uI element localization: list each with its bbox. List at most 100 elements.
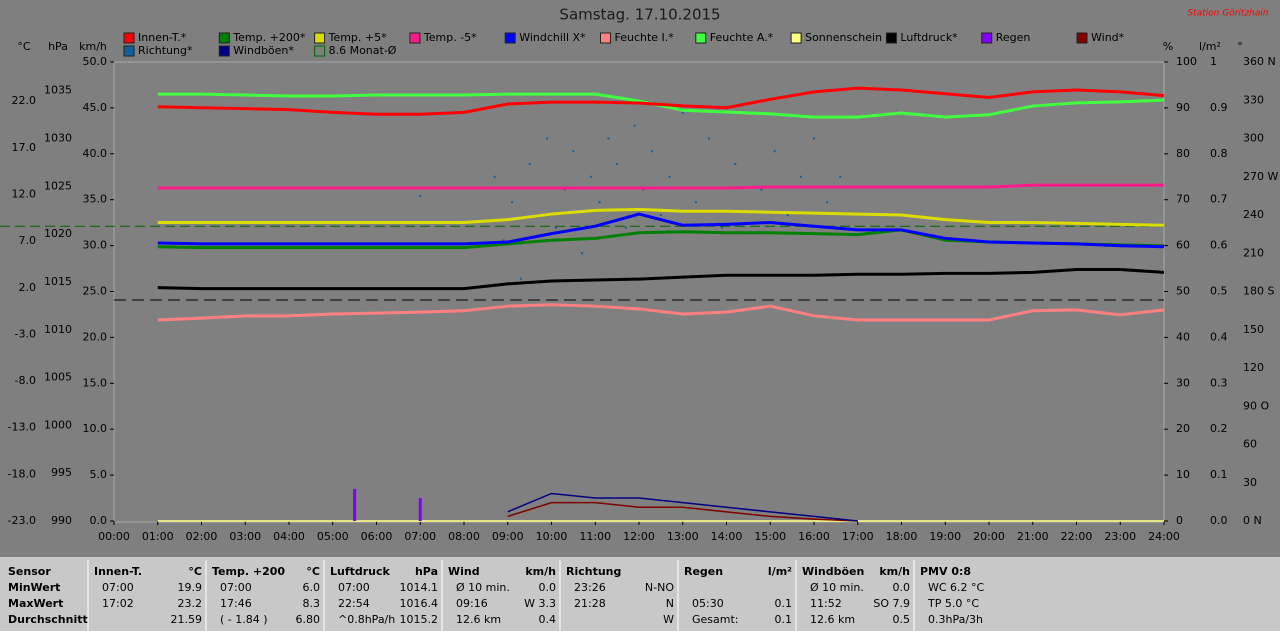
direction-point <box>642 188 645 191</box>
cell: 12.6 km <box>810 613 855 626</box>
cell: 0.3hPa/3h <box>928 613 983 626</box>
y-tick-label: 1015 <box>44 275 72 288</box>
y-tick-label: 210 <box>1243 246 1264 259</box>
legend-label: Feuchte A.* <box>710 31 774 44</box>
axis-unit: l/m² <box>1199 40 1221 53</box>
direction-point <box>839 175 842 178</box>
x-tick-label: 16:00 <box>798 530 830 543</box>
y-tick-label: 17.0 <box>12 141 37 154</box>
legend-swatch <box>790 32 802 44</box>
cell: 1016.4 <box>400 597 439 610</box>
legend-label: Innen-T.* <box>138 31 187 44</box>
direction-point <box>681 112 684 114</box>
y-tick-label: 0 <box>1176 514 1183 527</box>
y-tick-label: 240 <box>1243 208 1264 221</box>
y-tick-label: 300 <box>1243 132 1264 145</box>
x-tick-label: 10:00 <box>536 530 568 543</box>
column-header: PMV 0:8 <box>920 565 971 578</box>
series-line <box>157 268 1165 291</box>
y-tick-label: 1 <box>1210 55 1217 68</box>
cell: 0.0 <box>539 581 557 594</box>
y-tick-label: 0.0 <box>90 514 108 527</box>
station: Station Göritzhain <box>1187 9 1269 19</box>
y-tick-label: 0.2 <box>1210 422 1228 435</box>
y-tick-label: 1000 <box>44 418 72 431</box>
legend-label: Regen <box>996 31 1031 44</box>
direction-point <box>799 175 802 178</box>
cell: 0.1 <box>775 613 793 626</box>
direction-point <box>572 150 575 153</box>
x-tick-label: 07:00 <box>404 530 436 543</box>
legend-label: Luftdruck* <box>900 31 958 44</box>
cell: Ø 10 min. <box>810 581 864 594</box>
column-header: Regen <box>684 565 723 578</box>
y-tick-label: 0.4 <box>1210 330 1228 343</box>
y-tick-label: 35.0 <box>83 193 108 206</box>
x-tick-label: 24:00 <box>1148 530 1180 543</box>
axis-unit: ° <box>1237 40 1243 53</box>
y-tick-label: -18.0 <box>8 467 36 480</box>
y-tick-label: 30 <box>1176 376 1190 389</box>
x-tick-label: 17:00 <box>842 530 874 543</box>
x-tick-label: 01:00 <box>142 530 174 543</box>
row-label: Durchschnitt <box>8 613 88 626</box>
y-tick-label: 0.5 <box>1210 285 1228 298</box>
column-header: Richtung <box>566 565 621 578</box>
legend-swatch <box>123 45 135 57</box>
cell: 6.0 <box>303 581 321 594</box>
direction-point <box>760 188 763 191</box>
x-tick-label: 11:00 <box>579 530 611 543</box>
cell: 09:16 <box>456 597 488 610</box>
direction-point <box>493 175 496 178</box>
cell: W <box>663 613 674 626</box>
y-tick-label: 40 <box>1176 330 1190 343</box>
y-tick-label: 20 <box>1176 422 1190 435</box>
stats-background <box>0 557 1280 631</box>
column-unit: °C <box>306 565 320 578</box>
y-tick-label: 10.0 <box>83 422 108 435</box>
column-header: Luftdruck <box>330 565 391 578</box>
series-line <box>507 492 858 522</box>
cell: 19.9 <box>178 581 203 594</box>
y-tick-label: 330 <box>1243 93 1264 106</box>
direction-point <box>624 226 627 229</box>
column-unit: km/h <box>525 565 556 578</box>
rain-bar <box>353 488 357 521</box>
y-tick-label: 60 <box>1243 438 1257 451</box>
legend-swatch <box>218 32 230 44</box>
y-tick-label: 40.0 <box>83 147 108 160</box>
column-header: Innen-T. <box>94 565 142 578</box>
row-label: MaxWert <box>8 597 63 610</box>
cell: 1015.2 <box>400 613 439 626</box>
direction-point <box>546 137 549 140</box>
cell: 0.5 <box>893 613 911 626</box>
legend-swatch <box>1076 32 1088 44</box>
series-line <box>507 501 858 522</box>
series-line <box>157 212 1165 249</box>
cell: WC 6.2 °C <box>928 581 985 594</box>
cell: 0.0 <box>893 581 911 594</box>
column-header: Windböen <box>802 565 864 578</box>
y-tick-label: 0.9 <box>1210 101 1228 114</box>
legend-swatch <box>123 32 135 44</box>
cell: 0.1 <box>775 597 793 610</box>
y-tick-label: -8.0 <box>15 374 36 387</box>
direction-point <box>511 201 514 204</box>
cell: W 3.3 <box>524 597 556 610</box>
direction-point <box>419 194 422 197</box>
axis-unit: hPa <box>48 40 68 53</box>
direction-point <box>734 163 737 165</box>
x-tick-label: 08:00 <box>448 530 480 543</box>
y-tick-label: 0.8 <box>1210 147 1228 160</box>
axis-unit: km/h <box>79 40 107 53</box>
cell: 23:26 <box>574 581 606 594</box>
legend-swatch <box>504 32 516 44</box>
y-tick-label: 45.0 <box>83 101 108 114</box>
direction-point <box>502 239 505 242</box>
y-tick-label: 0 N <box>1243 514 1262 527</box>
legend-label: Temp. +5* <box>328 31 388 44</box>
x-tick-label: 22:00 <box>1061 530 1093 543</box>
cell: 07:00 <box>338 581 370 594</box>
legend-swatch <box>885 32 897 44</box>
